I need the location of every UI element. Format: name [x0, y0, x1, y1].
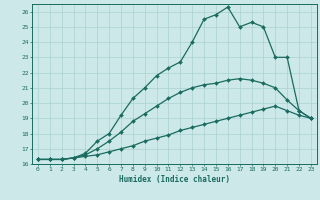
X-axis label: Humidex (Indice chaleur): Humidex (Indice chaleur) — [119, 175, 230, 184]
